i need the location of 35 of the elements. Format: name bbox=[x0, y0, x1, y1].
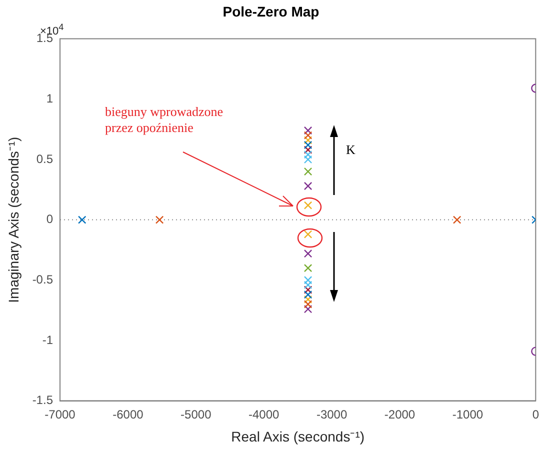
point bbox=[304, 167, 312, 176]
point bbox=[304, 286, 312, 294]
x-tick-label: -7000 bbox=[44, 407, 76, 422]
y-axis-title: Imaginary Axis (seconds⁻¹) bbox=[5, 136, 22, 303]
point bbox=[155, 216, 164, 224]
x-tick-label: -6000 bbox=[112, 407, 144, 422]
point bbox=[304, 249, 312, 258]
point bbox=[304, 182, 312, 190]
x-tick-label: -3000 bbox=[316, 407, 348, 422]
point bbox=[304, 136, 312, 144]
point bbox=[304, 131, 312, 140]
annotation: bieguny wprowadzone przez opoźnienie bbox=[105, 104, 224, 136]
x-tick-label: -4000 bbox=[248, 407, 280, 422]
x-tick-label: 0 bbox=[532, 407, 540, 422]
x-tick-label: -5000 bbox=[180, 407, 212, 422]
point bbox=[452, 216, 462, 224]
y-tick-label: -1.5 bbox=[32, 393, 54, 408]
y-tick-label: -1 bbox=[42, 332, 54, 347]
y-tick-label: 0 bbox=[46, 212, 54, 226]
y-tick-label: 1 bbox=[46, 91, 54, 106]
point bbox=[304, 290, 312, 299]
y-tick-label: 0.5 bbox=[36, 152, 54, 166]
point bbox=[304, 140, 312, 150]
annotation: K bbox=[346, 142, 356, 158]
y-tick-label: -0.5 bbox=[32, 272, 54, 286]
x-axis-title: Real Axis (seconds⁻¹) bbox=[231, 428, 365, 444]
point bbox=[304, 146, 312, 154]
point bbox=[304, 304, 312, 314]
chart-title: Pole-Zero Map bbox=[222, 3, 320, 20]
point bbox=[304, 126, 312, 135]
x-tick-label: -1000 bbox=[452, 407, 484, 422]
point bbox=[304, 264, 312, 272]
x-tick-label: -2000 bbox=[384, 407, 416, 422]
point bbox=[304, 300, 312, 308]
point bbox=[304, 295, 312, 304]
